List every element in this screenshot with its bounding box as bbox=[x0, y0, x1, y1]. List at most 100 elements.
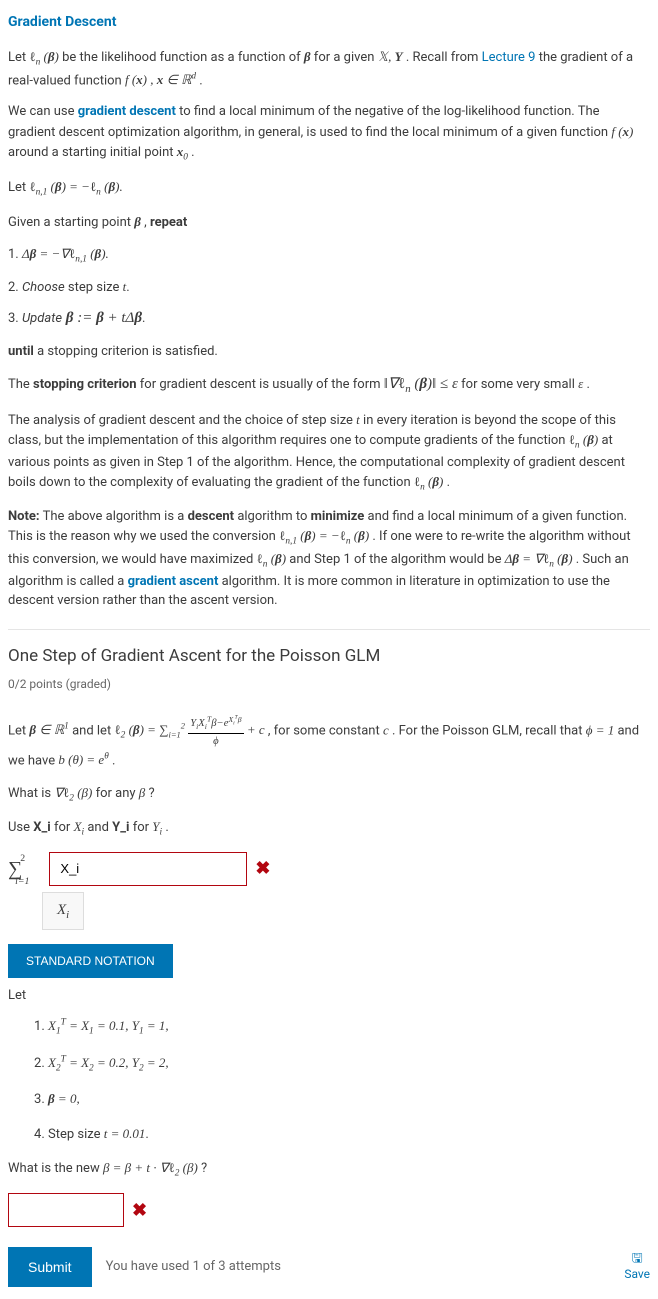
given-item-3: β = 0, bbox=[48, 1089, 650, 1110]
math: t bbox=[356, 412, 360, 427]
math: ϕ = 1 bbox=[586, 722, 615, 737]
lecture-link[interactable]: Lecture 9 bbox=[482, 50, 536, 65]
text: minimize bbox=[311, 509, 365, 524]
text: be the likelihood function as a function… bbox=[62, 50, 304, 65]
algo-step-3: 3. Update β := β + tΔβ. bbox=[8, 307, 650, 330]
text: Y_i bbox=[112, 820, 129, 835]
sum-symbol: ∑2i=1 bbox=[8, 854, 41, 884]
text: ? bbox=[149, 786, 155, 801]
attempts-text: You have used 1 of 3 attempts bbox=[106, 1257, 281, 1277]
given-let: Let bbox=[8, 986, 650, 1006]
math: ε bbox=[578, 376, 583, 391]
text: a stopping criterion is satisfied. bbox=[37, 344, 218, 359]
section-heading[interactable]: Gradient Descent bbox=[8, 12, 650, 33]
text: around a starting initial point bbox=[8, 145, 177, 160]
text: The analysis of gradient descent and the… bbox=[8, 413, 356, 428]
gradient-descent-link[interactable]: gradient descent bbox=[78, 104, 176, 119]
given-item-1: X1T = X1 = 0.1, Y1 = 1, bbox=[48, 1015, 650, 1038]
save-label: Save bbox=[624, 1267, 650, 1281]
incorrect-icon: ✖ bbox=[132, 1197, 147, 1224]
text: Let bbox=[8, 723, 29, 738]
text: for a given bbox=[314, 50, 378, 65]
q1-setup: Let β ∈ ℝ1 and let ℓ2 (β) = ∑i=12 YiXiTβ… bbox=[8, 713, 650, 771]
save-button[interactable]: 🖫 Save bbox=[624, 1252, 650, 1283]
answer-row-2: ✖ bbox=[8, 1193, 650, 1227]
answer-input-2[interactable] bbox=[8, 1193, 124, 1227]
q1-hint: Use X_i for Xi and Y_i for Yi . bbox=[8, 817, 650, 840]
intro-para-2: We can use gradient descent to find a lo… bbox=[8, 102, 650, 165]
math: ℓn (β) bbox=[257, 551, 287, 566]
math: ℓn,1 (β) = −ℓn (β) bbox=[279, 528, 369, 543]
text: algorithm to bbox=[237, 509, 310, 524]
text: Use bbox=[8, 820, 33, 835]
graded-status: 0/2 points (graded) bbox=[8, 675, 650, 693]
text: What is the new bbox=[8, 1161, 103, 1176]
math: x0 bbox=[177, 144, 188, 159]
math: ℓn (β) bbox=[29, 49, 59, 64]
repeat-label: repeat bbox=[150, 215, 187, 230]
math: β ∈ ℝ1 bbox=[29, 722, 68, 737]
text: for bbox=[133, 820, 153, 835]
math: Yi bbox=[152, 819, 162, 834]
subsection-title: One Step of Gradient Ascent for the Pois… bbox=[8, 644, 650, 670]
given-item-4: Step size t = 0.01. bbox=[48, 1124, 650, 1145]
text: ? bbox=[201, 1161, 207, 1176]
algo-step-1: 1. Δβ = −∇ℓn,1 (β). bbox=[8, 244, 650, 267]
incorrect-icon: ✖ bbox=[255, 855, 270, 882]
text: for any bbox=[96, 786, 139, 801]
text: . Recall from bbox=[406, 50, 482, 65]
math: ℓ2 (β) = ∑i=12 YiXiTβ−eXiTβϕ + c bbox=[114, 722, 264, 737]
submit-button[interactable]: Submit bbox=[8, 1247, 92, 1287]
text: . bbox=[199, 73, 202, 88]
math: f (x) bbox=[611, 124, 633, 139]
intro-para-1: Let ℓn (β) be the likelihood function as… bbox=[8, 47, 650, 90]
algo-step-2: 2. Choose step size t. bbox=[8, 277, 650, 298]
text: X_i bbox=[33, 820, 50, 835]
text: Let bbox=[8, 50, 29, 65]
stopping-criterion: The stopping criterion for gradient desc… bbox=[8, 373, 650, 397]
math: f (x) , x ∈ ℝd bbox=[125, 72, 196, 87]
q2-question: What is the new β = β + t · ∇ℓ2 (β) ? bbox=[8, 1158, 650, 1181]
text: Given a starting point bbox=[8, 215, 134, 230]
text: . bbox=[447, 475, 450, 490]
text: and Step 1 of the algorithm would be bbox=[289, 552, 504, 567]
text: . bbox=[191, 145, 194, 160]
text: We can use bbox=[8, 104, 78, 119]
save-icon: 🖫 bbox=[624, 1252, 650, 1265]
text: and let bbox=[72, 723, 114, 738]
answer-preview: Xi bbox=[42, 892, 84, 930]
math: Xi bbox=[74, 819, 85, 834]
answer-input-1[interactable] bbox=[49, 852, 247, 886]
math: ℓn (β) bbox=[414, 474, 444, 489]
until-label: until bbox=[8, 344, 34, 359]
text: and bbox=[87, 820, 112, 835]
q1-question: What is ∇ℓ2 (β) for any β ? bbox=[8, 783, 650, 806]
gradient-ascent-link[interactable]: gradient ascent bbox=[128, 574, 219, 589]
algo-let: Let ℓn,1 (β) = −ℓn (β). bbox=[8, 177, 650, 200]
text: descent bbox=[188, 509, 235, 524]
text: stopping criterion bbox=[33, 377, 136, 392]
analysis-para: The analysis of gradient descent and the… bbox=[8, 410, 650, 495]
text: . bbox=[165, 820, 168, 835]
math: Δβ = ∇ℓn (β) bbox=[505, 551, 573, 566]
algo-until: until a stopping criterion is satisfied. bbox=[8, 342, 650, 362]
math: ℓn,1 (β) = −ℓn (β). bbox=[29, 179, 122, 194]
note-para: Note: The above algorithm is a descent a… bbox=[8, 507, 650, 611]
math: β bbox=[134, 214, 141, 229]
text: for gradient descent is usually of the f… bbox=[140, 377, 384, 392]
text: The above algorithm is a bbox=[43, 509, 188, 524]
footer: Submit You have used 1 of 3 attempts 🖫 S… bbox=[8, 1247, 650, 1287]
math: β bbox=[139, 785, 145, 800]
text: for some very small bbox=[461, 377, 578, 392]
text: Let bbox=[8, 180, 29, 195]
text: . bbox=[112, 753, 115, 768]
algorithm-steps: 1. Δβ = −∇ℓn,1 (β). 2. Choose step size … bbox=[8, 244, 650, 330]
text: . bbox=[586, 377, 589, 392]
math: b (θ) = eθ bbox=[58, 752, 108, 767]
text: The bbox=[8, 377, 33, 392]
math: c bbox=[383, 722, 389, 737]
text: , for some constant bbox=[268, 723, 383, 738]
standard-notation-button[interactable]: STANDARD NOTATION bbox=[8, 944, 173, 978]
math: β = β + t · ∇ℓ2 (β) bbox=[103, 1160, 198, 1175]
note-label: Note: bbox=[8, 509, 40, 524]
